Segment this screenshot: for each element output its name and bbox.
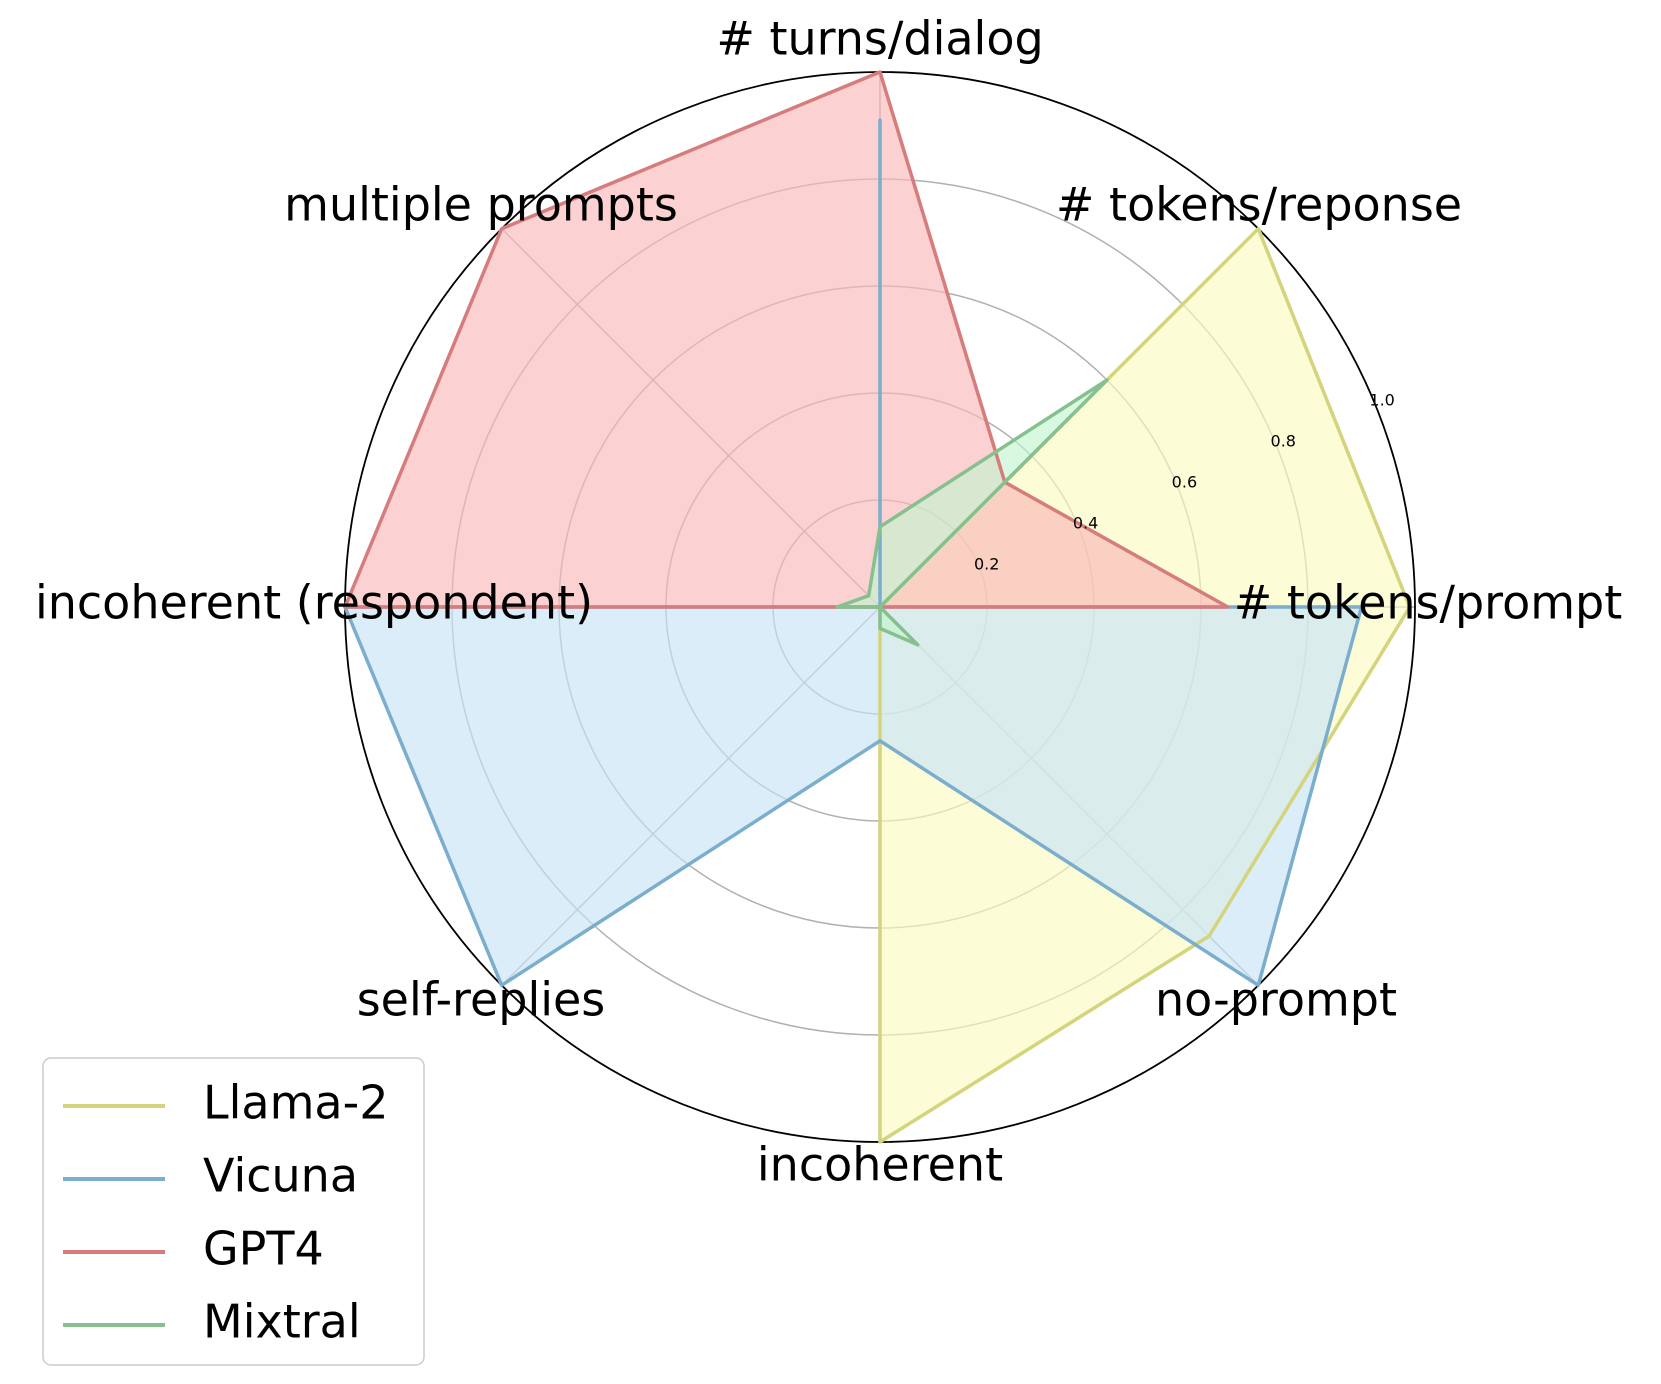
series-line-mixtral <box>835 378 1109 647</box>
legend-box <box>42 1057 425 1366</box>
legend-label: Mixtral <box>203 1295 361 1349</box>
series-layer <box>343 70 1412 1144</box>
axis-label: self-replies <box>357 973 606 1027</box>
axis-label: no-prompt <box>1155 973 1397 1027</box>
legend: Llama-2 Vicuna GPT4 Mixtral <box>42 1057 425 1366</box>
axis-label: # turns/dialog <box>716 12 1043 66</box>
radial-tick-label: 0.8 <box>1271 431 1296 450</box>
axis-label: incoherent <box>757 1138 1003 1192</box>
radial-tick-labels: 0.2 0.4 0.6 0.8 1.0 <box>974 390 1395 573</box>
legend-label: GPT4 <box>203 1222 324 1276</box>
radial-tick-label: 0.2 <box>974 554 999 573</box>
axis-labels: # tokens/prompt # tokens/reponse # turns/d… <box>35 12 1622 1192</box>
axis-label: # tokens/reponse <box>1056 178 1462 232</box>
legend-label: Vicuna <box>203 1149 358 1203</box>
radial-tick-label: 0.4 <box>1073 513 1098 532</box>
series-fill-gpt4 <box>345 72 1228 607</box>
axis-label: multiple prompts <box>284 178 678 232</box>
axis-label: incoherent (respondent) <box>35 576 593 630</box>
axis-label: # tokens/prompt <box>1234 576 1623 630</box>
series-line-llama-2 <box>878 226 1412 1144</box>
radial-tick-label: 0.6 <box>1172 472 1197 491</box>
series-fill-vicuna <box>345 120 1362 986</box>
radial-tick-label: 1.0 <box>1369 390 1394 409</box>
legend-label: Llama-2 <box>203 1076 388 1130</box>
